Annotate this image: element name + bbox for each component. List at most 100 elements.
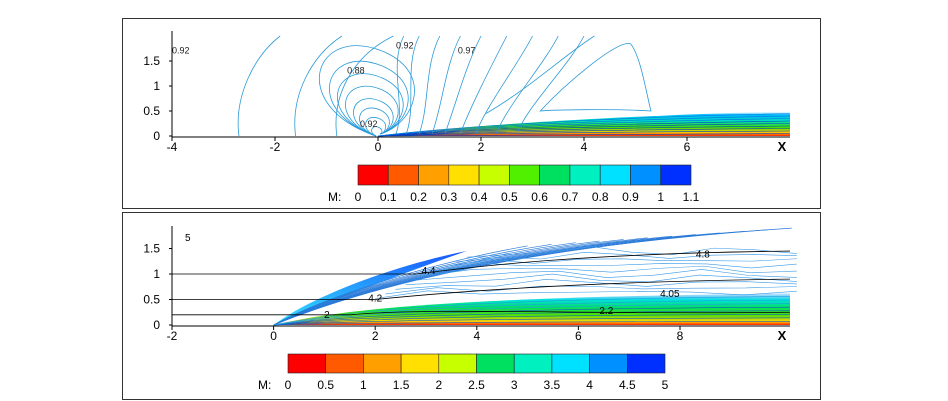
top-colorbar-segment bbox=[539, 164, 571, 186]
bottom-x-tick-label: -2 bbox=[167, 329, 178, 343]
bottom-contour-line bbox=[405, 273, 797, 286]
bottom-contour-label: 4.4 bbox=[422, 266, 436, 277]
top-colorbar-tick: 0.6 bbox=[531, 190, 548, 204]
bottom-colorbar-segment bbox=[325, 353, 364, 374]
top-colorbar-segment bbox=[599, 164, 631, 186]
bottom-contour-plot: 0 0.5 1 1.5 -2 0 2 4 6 8 X 5 4.4 4.8 4.2 4.05 2 2.2 M: 0 0.5… bbox=[143, 225, 797, 392]
top-x-tick-label: 4 bbox=[581, 140, 588, 154]
top-colorbar-tick: 0.1 bbox=[380, 190, 397, 204]
bottom-contour-line bbox=[395, 278, 797, 290]
bottom-x-axis-label: X bbox=[778, 328, 787, 343]
top-contour-line bbox=[405, 35, 420, 134]
bottom-colorbar-tick: 3 bbox=[511, 378, 518, 392]
bottom-colorbar-segment bbox=[551, 353, 590, 374]
top-contour-line bbox=[395, 35, 405, 134]
bottom-boundary-contour-line bbox=[273, 313, 791, 326]
top-contour-line bbox=[431, 35, 461, 134]
bottom-contour-line bbox=[425, 265, 797, 276]
top-contour-line bbox=[319, 45, 415, 137]
bottom-contour-line bbox=[415, 269, 797, 281]
bottom-contour-label: 4.05 bbox=[660, 289, 680, 300]
bottom-colorbar-tick: 4 bbox=[586, 378, 593, 392]
top-y-tick-label: 1.5 bbox=[143, 54, 160, 68]
top-boundary-contour-line bbox=[377, 113, 791, 137]
bottom-colorbar-tick: 5 bbox=[662, 378, 669, 392]
bottom-colorbar-segment bbox=[400, 353, 440, 374]
top-colorbar-label: M: bbox=[328, 190, 341, 204]
top-colorbar-tick: 0.7 bbox=[562, 190, 579, 204]
top-colorbar-tick: 1.1 bbox=[683, 190, 700, 204]
top-contour-line bbox=[460, 35, 508, 134]
bottom-boundary-contour-line bbox=[273, 299, 791, 326]
bottom-streamline bbox=[172, 278, 791, 300]
bottom-contour-line bbox=[456, 252, 797, 263]
bottom-y-tick-label: 0.5 bbox=[143, 293, 160, 307]
bottom-contour-label: 2.2 bbox=[599, 306, 613, 317]
top-colorbar-segment bbox=[478, 164, 510, 186]
bottom-contour-label: 4.8 bbox=[696, 250, 710, 261]
bottom-colorbar-tick: 1.5 bbox=[393, 378, 410, 392]
bottom-streamline bbox=[172, 310, 791, 316]
top-x-tick-label: 2 bbox=[478, 140, 485, 154]
bottom-y-tick-label: 1.5 bbox=[143, 242, 160, 256]
bottom-contour-line bbox=[446, 258, 797, 267]
bottom-colorbar-tick: 3.5 bbox=[544, 378, 561, 392]
top-y-tick-label: 0.5 bbox=[143, 104, 160, 118]
bottom-colorbar-segment bbox=[626, 353, 666, 374]
bottom-colorbar-tick: 1 bbox=[360, 378, 367, 392]
bottom-contour-label: 4.2 bbox=[368, 294, 382, 305]
bottom-inset-label: 5 bbox=[185, 233, 191, 244]
top-colorbar-segment bbox=[509, 164, 540, 186]
bottom-boundary-contour-line bbox=[273, 321, 791, 326]
bottom-x-tick-label: 4 bbox=[473, 329, 480, 343]
top-contour-label: 0.88 bbox=[347, 66, 365, 76]
bottom-colorbar-tick: 2.5 bbox=[468, 378, 485, 392]
top-colorbar-tick: 1 bbox=[657, 190, 664, 204]
top-colorbar-tick: 0.4 bbox=[471, 190, 488, 204]
bottom-colorbar-tick: 4.5 bbox=[619, 378, 636, 392]
top-colorbar-segment bbox=[387, 164, 419, 186]
bottom-colorbar-tick: 0.5 bbox=[317, 378, 334, 392]
bottom-x-tick-label: 6 bbox=[575, 329, 582, 343]
top-contour-line bbox=[359, 107, 390, 137]
top-colorbar-segment bbox=[630, 164, 662, 186]
bottom-contour-line bbox=[436, 263, 797, 272]
bottom-colorbar-segment bbox=[438, 353, 477, 374]
bottom-colorbar-segment bbox=[589, 353, 628, 374]
top-contour-label: 0.92 bbox=[360, 119, 378, 129]
bottom-boundary-contour-line bbox=[273, 306, 791, 326]
top-contour-line bbox=[345, 85, 399, 137]
top-contour-plot: 0 0.5 1 1.5 -4 -2 0 2 4 6 X 0.92 0.88 0.92 0.97 0.92 M: 0… bbox=[143, 31, 791, 204]
bottom-colorbar-tick: 0 bbox=[285, 378, 292, 392]
top-colorbar-tick: 0.3 bbox=[440, 190, 457, 204]
bottom-colorbar-segment bbox=[476, 353, 515, 374]
bottom-colorbar-segment bbox=[513, 353, 553, 374]
top-contour-line bbox=[418, 35, 441, 134]
top-contour-line bbox=[485, 35, 595, 114]
top-contour-line bbox=[365, 116, 386, 137]
top-colorbar-tick: 0.2 bbox=[410, 190, 427, 204]
bottom-boundary-contour-line bbox=[273, 317, 791, 326]
top-contour-line bbox=[237, 35, 281, 137]
top-contour-label: 0.92 bbox=[172, 46, 190, 56]
top-contour-line bbox=[516, 35, 585, 134]
bottom-contour-line bbox=[466, 246, 797, 258]
top-x-tick-label: -2 bbox=[270, 140, 281, 154]
bottom-boundary-contour-line bbox=[273, 303, 791, 326]
top-colorbar-segment bbox=[357, 164, 389, 186]
bottom-x-tick-label: 8 bbox=[677, 329, 684, 343]
bottom-colorbar-tick: 2 bbox=[435, 378, 442, 392]
top-contour-line bbox=[335, 35, 394, 137]
top-x-tick-label: 6 bbox=[684, 140, 691, 154]
bottom-boundary-contour-line bbox=[273, 310, 791, 326]
bottom-boundary-contour-line bbox=[273, 296, 791, 326]
bottom-x-tick-label: 0 bbox=[270, 329, 277, 343]
top-y-tick-label: 0 bbox=[153, 129, 160, 143]
top-contour-line bbox=[444, 35, 482, 134]
top-colorbar-segment bbox=[418, 164, 450, 186]
top-colorbar-tick: 0 bbox=[355, 190, 362, 204]
top-colorbar-segment bbox=[660, 164, 692, 186]
top-colorbar-segment bbox=[569, 164, 601, 186]
top-x-tick-label: 0 bbox=[375, 140, 382, 154]
